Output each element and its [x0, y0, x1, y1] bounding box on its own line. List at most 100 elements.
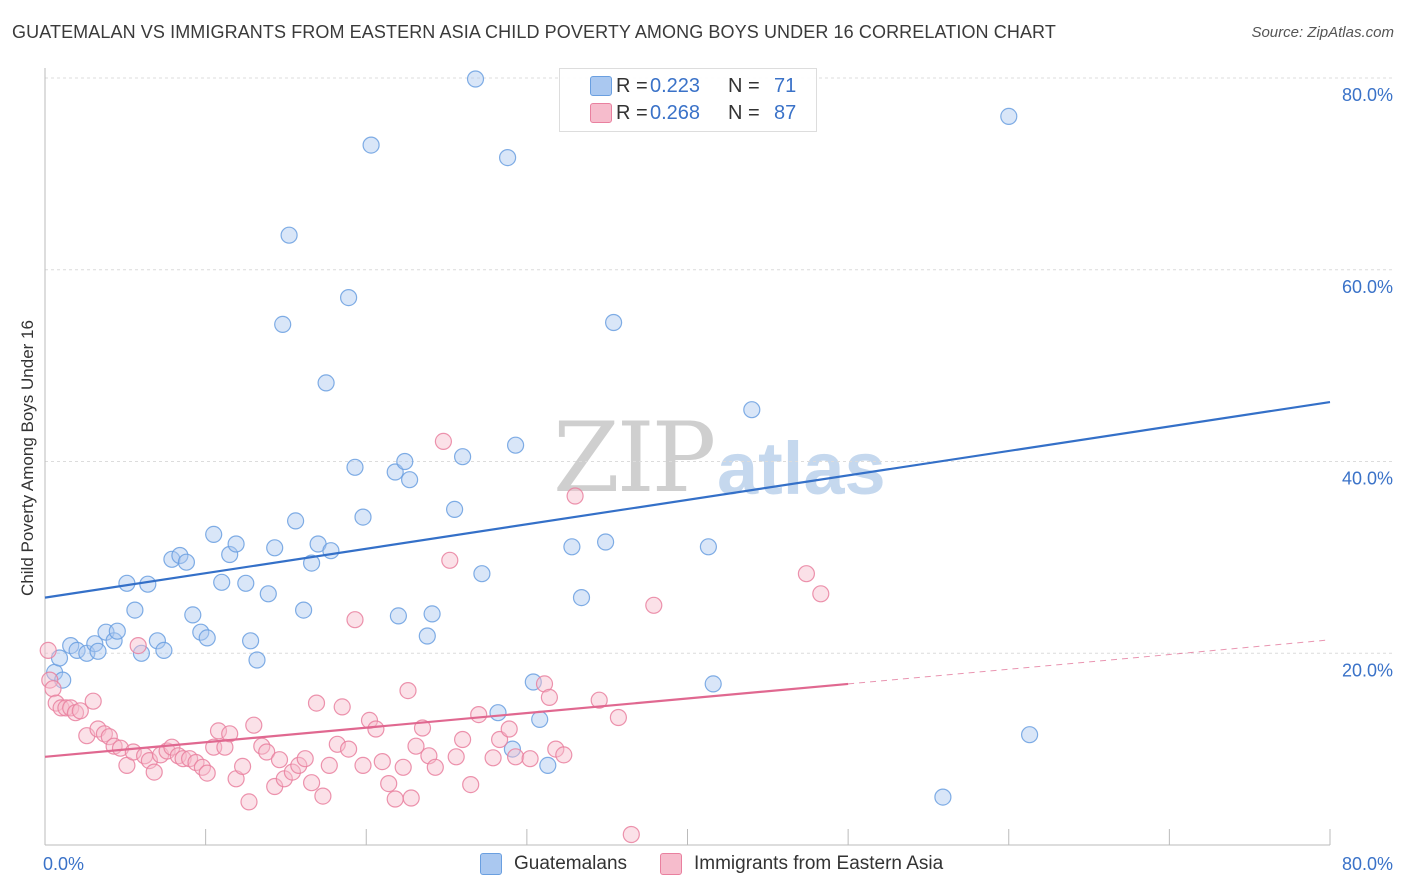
- guatemalans-point: [934, 788, 952, 806]
- eastern-asia-point: [100, 728, 118, 746]
- eastern-asia-point: [426, 758, 444, 776]
- eastern-asia-point: [812, 585, 830, 603]
- eastern-asia-point: [590, 691, 608, 709]
- eastern-asia-point: [367, 720, 385, 738]
- y-tick-label: 40.0%: [1342, 469, 1393, 489]
- guatemalans-point: [287, 512, 305, 530]
- eastern-asia-point: [62, 699, 80, 717]
- y-tick-label: 60.0%: [1342, 277, 1393, 297]
- x-tick-label-min: 0.0%: [43, 854, 84, 874]
- eastern-asia-point: [380, 774, 398, 793]
- guatemalans-point: [105, 632, 123, 650]
- guatemalans-point: [1000, 107, 1018, 126]
- bottom-legend-label: Immigrants from Eastern Asia: [694, 853, 944, 874]
- guatemalans-point: [322, 542, 340, 560]
- eastern-asia-point: [240, 793, 258, 811]
- legend-swatch-pink: [590, 103, 612, 123]
- guatemalans-point: [148, 632, 166, 650]
- eastern-asia-point: [373, 752, 391, 771]
- guatemalans-point: [171, 546, 189, 565]
- guatemalans-point: [454, 448, 472, 466]
- eastern-asia-point: [622, 825, 640, 844]
- guatemalans-point: [563, 538, 581, 556]
- eastern-asia-point: [307, 694, 326, 712]
- legend-swatch-blue: [590, 76, 612, 96]
- legend-n-label: N =: [728, 74, 760, 97]
- guatemalans-point: [198, 629, 216, 647]
- eastern-asia-point: [399, 681, 417, 700]
- eastern-asia-point: [71, 702, 89, 720]
- guatemalans-point: [184, 606, 202, 624]
- eastern-asia-point: [258, 743, 276, 761]
- source-label: Source: ZipAtlas.com: [1251, 24, 1394, 41]
- eastern-asia-point: [245, 716, 263, 734]
- eastern-asia-point: [434, 432, 452, 450]
- x-tick-label-max: 80.0%: [1342, 854, 1393, 874]
- guatemalans-point: [1020, 726, 1039, 744]
- y-tick-label: 20.0%: [1342, 660, 1393, 680]
- guatemalans-point: [699, 538, 718, 556]
- bottom-legend-swatch-pink: [660, 853, 682, 875]
- legend-r-label: R =: [616, 101, 648, 124]
- guatemalans-point: [446, 500, 464, 518]
- eastern-asia-point: [39, 641, 57, 660]
- guatemalans-point: [266, 539, 284, 557]
- eastern-asia-point: [797, 565, 816, 583]
- guatemalans-point: [539, 756, 557, 775]
- legend-n-label: N =: [728, 101, 760, 124]
- guatemalans-point: [295, 601, 313, 619]
- watermark-atlas: atlas: [717, 427, 886, 510]
- eastern-asia-point: [402, 789, 420, 807]
- eastern-asia-point: [333, 698, 351, 716]
- eastern-asia-point: [328, 735, 346, 753]
- eastern-asia-point: [145, 763, 163, 781]
- guatemalans-point: [401, 471, 419, 489]
- guatemalans-point: [280, 226, 298, 244]
- legend-r-value: 0.223: [650, 74, 701, 97]
- guatemalans-point: [389, 607, 407, 625]
- eastern-asia-point: [354, 756, 372, 775]
- eastern-asia-point: [296, 750, 314, 768]
- guatemalans-point: [499, 149, 517, 167]
- guatemalans-point: [242, 632, 260, 650]
- eastern-asia-point: [535, 675, 554, 693]
- guatemalans-point: [303, 554, 321, 572]
- guatemalans-point: [163, 550, 181, 568]
- eastern-asia-point: [555, 746, 573, 764]
- guatemalans-point: [126, 601, 144, 619]
- guatemalans-point: [743, 401, 761, 419]
- guatemalans-point: [362, 136, 380, 154]
- bottom-legend-label: Guatemalans: [514, 853, 628, 874]
- guatemalans-point: [489, 704, 507, 722]
- guatemalans-point: [466, 70, 485, 88]
- guatemalans-point: [572, 588, 591, 607]
- watermark-zip: ZIP: [553, 402, 716, 514]
- eastern-asia-point: [500, 720, 518, 738]
- guatemalans-point: [473, 565, 491, 583]
- eastern-asia-point: [283, 763, 301, 781]
- guatemalans-point: [704, 675, 722, 693]
- guatemalans-point: [68, 641, 86, 660]
- bottom-legend-eastern-asia: Immigrants from Eastern Asia: [660, 852, 943, 876]
- eastern-asia-point: [314, 787, 332, 805]
- guatemalans-point: [396, 452, 414, 471]
- eastern-asia-point: [566, 487, 584, 505]
- chart-title: GUATEMALAN VS IMMIGRANTS FROM EASTERN AS…: [12, 22, 1056, 42]
- eastern-asia-point: [270, 751, 289, 769]
- eastern-asia-point: [521, 750, 539, 768]
- eastern-asia-point: [407, 737, 425, 755]
- y-tick-label: 80.0%: [1342, 85, 1393, 105]
- legend-row-guatemalans: R = 0.223 N = 71: [590, 74, 796, 98]
- eastern-asia-point: [470, 705, 488, 724]
- eastern-asia-point: [216, 738, 234, 756]
- eastern-asia-point: [95, 725, 114, 743]
- guatemalans-point: [139, 575, 157, 593]
- eastern-asia-point: [290, 756, 308, 775]
- trend-line-extension-1: [848, 639, 1331, 685]
- guatemalans-point: [177, 553, 195, 571]
- eastern-asia-point: [234, 757, 252, 776]
- eastern-asia-point: [221, 725, 239, 743]
- trend-line-1: [44, 682, 849, 758]
- guatemalans-point: [227, 535, 245, 553]
- eastern-asia-point: [169, 747, 187, 765]
